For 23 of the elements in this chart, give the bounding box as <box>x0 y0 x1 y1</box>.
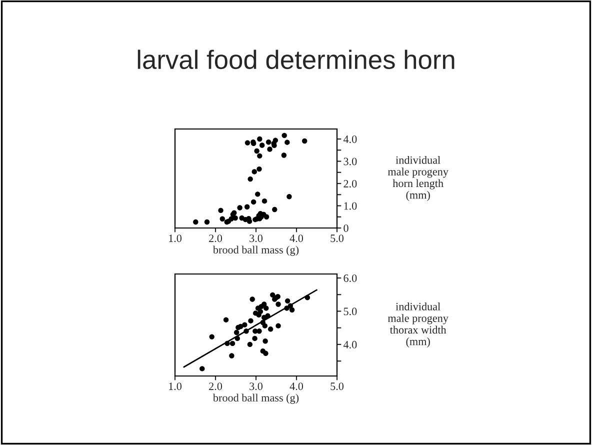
y-tick-label: 6.0 <box>344 274 357 282</box>
chart-title: larval food determines horn <box>138 50 454 70</box>
y-axis-title: individual male progeny horn length (mm) <box>388 156 448 201</box>
y-tick-label: 3.0 <box>344 158 357 166</box>
y-tick-label: 5.0 <box>344 308 357 316</box>
x-axis-title: brood ball mass (g) <box>212 246 299 256</box>
y-tick-label: 2.0 <box>344 180 357 188</box>
x-tick-label: 4.0 <box>290 382 304 390</box>
x-tick-label: 3.0 <box>250 234 263 242</box>
x-tick-label: 3.0 <box>250 382 263 390</box>
y-tick-label: 1.0 <box>344 202 357 210</box>
x-tick-label: 5.0 <box>330 382 344 390</box>
x-tick-label: 5.0 <box>330 234 344 242</box>
x-tick-label: 2.0 <box>209 234 222 242</box>
x-tick-label: 1.0 <box>169 234 182 242</box>
y-axis-title: individual male progeny thorax width (mm) <box>388 302 448 348</box>
y-tick-label: 0 <box>344 224 348 232</box>
x-tick-label: 1.0 <box>169 382 182 390</box>
x-tick-label: 4.0 <box>290 234 304 242</box>
x-axis-title: brood ball mass (g) <box>212 394 299 404</box>
x-tick-label: 2.0 <box>209 382 222 390</box>
y-tick-label: 4.0 <box>343 135 357 144</box>
y-tick-label: 4.0 <box>343 340 357 348</box>
